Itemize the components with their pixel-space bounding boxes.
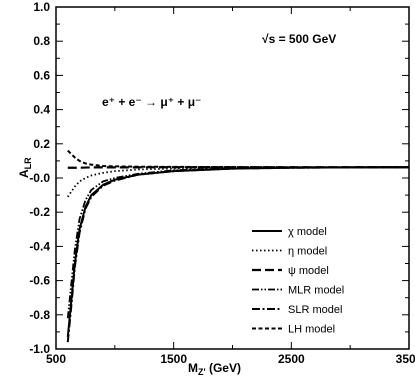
series-line-mlr-model	[66, 166, 410, 319]
legend-label-mlr-model: MLR model	[288, 285, 344, 297]
x-tick-label: 500	[46, 352, 66, 366]
legend: χ model η model ψ model MLR model SLR model L…	[252, 226, 344, 336]
y-tick-label: 0.4	[33, 103, 50, 117]
axis-ticks: 1.0 0.8 0.6 0.4 0.2 -0.0 -0.2 -0.4 -0.6 -0.8 -1.05…	[29, 0, 415, 366]
x-tick-label: 1500	[160, 352, 187, 366]
y-tick-label: 0.2	[33, 137, 50, 151]
x-axis-label-unit: (GeV)	[206, 361, 241, 375]
energy-annotation: √s = 500 GeV	[262, 32, 336, 46]
x-tick-label: 3500	[396, 352, 415, 366]
y-tick-label: 0.8	[33, 34, 50, 48]
y-tick-label: -1.0	[29, 342, 50, 356]
x-axis-label: MZ' (GeV)	[188, 361, 241, 377]
y-tick-label: -0.0	[29, 171, 50, 185]
legend-label-lh-model: LH model	[288, 324, 335, 336]
series-line-model	[66, 166, 410, 338]
x-tick-label: 2500	[278, 352, 305, 366]
y-tick-label: 0.6	[33, 68, 50, 82]
y-axis-label: ALR	[17, 157, 33, 178]
process-annotation: e⁺ + e⁻ → μ⁺ + μ⁻	[102, 95, 201, 109]
plot-area-border	[55, 6, 410, 350]
series-line-slr-model	[66, 166, 410, 343]
x-axis-label-main: M	[188, 361, 198, 375]
legend-label-model: η model	[288, 246, 327, 258]
y-axis-label-sub: LR	[23, 157, 33, 169]
y-tick-label: -0.8	[29, 308, 50, 322]
y-axis-label-main: A	[17, 169, 31, 178]
legend-label-model: χ model	[288, 226, 327, 238]
y-tick-label: 1.0	[33, 0, 50, 14]
y-tick-label: -0.4	[29, 239, 50, 253]
series-line-lh-model	[67, 149, 409, 169]
y-tick-label: -0.2	[29, 205, 50, 219]
x-axis-label-sub: Z'	[198, 367, 206, 377]
series-lines	[66, 149, 410, 343]
plot-frame	[55, 6, 410, 350]
y-tick-label: -0.6	[29, 274, 50, 288]
series-line-model	[67, 166, 409, 198]
legend-label-slr-model: SLR model	[288, 304, 342, 316]
legend-label-model: ψ model	[288, 265, 329, 277]
